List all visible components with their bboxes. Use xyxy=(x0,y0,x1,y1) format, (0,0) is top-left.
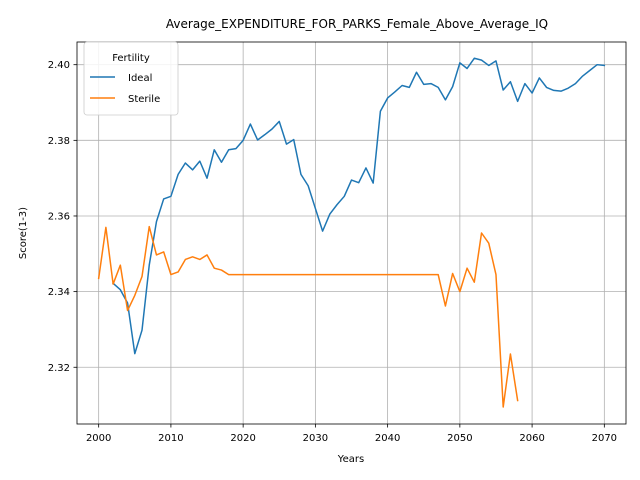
legend: Fertility Ideal Sterile xyxy=(83,41,179,116)
x-tick-label: 2070 xyxy=(592,433,617,444)
x-tick-label: 2060 xyxy=(519,433,544,444)
y-axis: 2.32 2.34 2.36 2.38 2.40 xyxy=(48,60,77,374)
x-tick-label: 2020 xyxy=(230,433,255,444)
legend-label-ideal: Ideal xyxy=(128,73,152,84)
y-tick-label: 2.34 xyxy=(48,287,70,298)
series-line-ideal xyxy=(112,57,606,355)
y-axis-label: Score(1-3) xyxy=(18,207,29,259)
x-tick-label: 2010 xyxy=(158,433,183,444)
x-tick-label: 2040 xyxy=(375,433,400,444)
legend-box xyxy=(83,41,179,116)
x-tick-label: 2000 xyxy=(86,433,111,444)
legend-title: Fertility xyxy=(112,53,150,64)
x-axis: 2000 2010 2020 2030 2040 2050 2060 2070 xyxy=(86,424,617,444)
x-tick-label: 2030 xyxy=(303,433,328,444)
grid xyxy=(77,42,626,424)
legend-label-sterile: Sterile xyxy=(128,94,160,105)
y-tick-label: 2.38 xyxy=(48,136,70,147)
chart-title: Average_EXPENDITURE_FOR_PARKS_Female_Abo… xyxy=(166,17,548,31)
plot-lines xyxy=(97,57,606,408)
y-tick-label: 2.32 xyxy=(48,363,70,374)
y-tick-label: 2.40 xyxy=(48,60,70,71)
y-tick-label: 2.36 xyxy=(48,211,70,222)
x-axis-label: Years xyxy=(337,454,364,465)
x-tick-label: 2050 xyxy=(447,433,472,444)
series-line-sterile xyxy=(97,225,519,408)
plot-frame xyxy=(76,41,627,425)
